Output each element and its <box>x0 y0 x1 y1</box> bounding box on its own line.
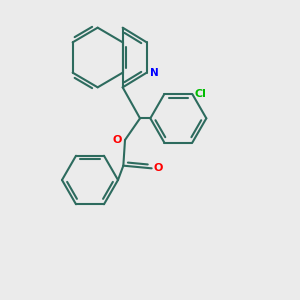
Text: O: O <box>154 163 163 173</box>
Text: Cl: Cl <box>194 89 206 99</box>
Text: O: O <box>112 135 122 145</box>
Text: N: N <box>150 68 158 78</box>
